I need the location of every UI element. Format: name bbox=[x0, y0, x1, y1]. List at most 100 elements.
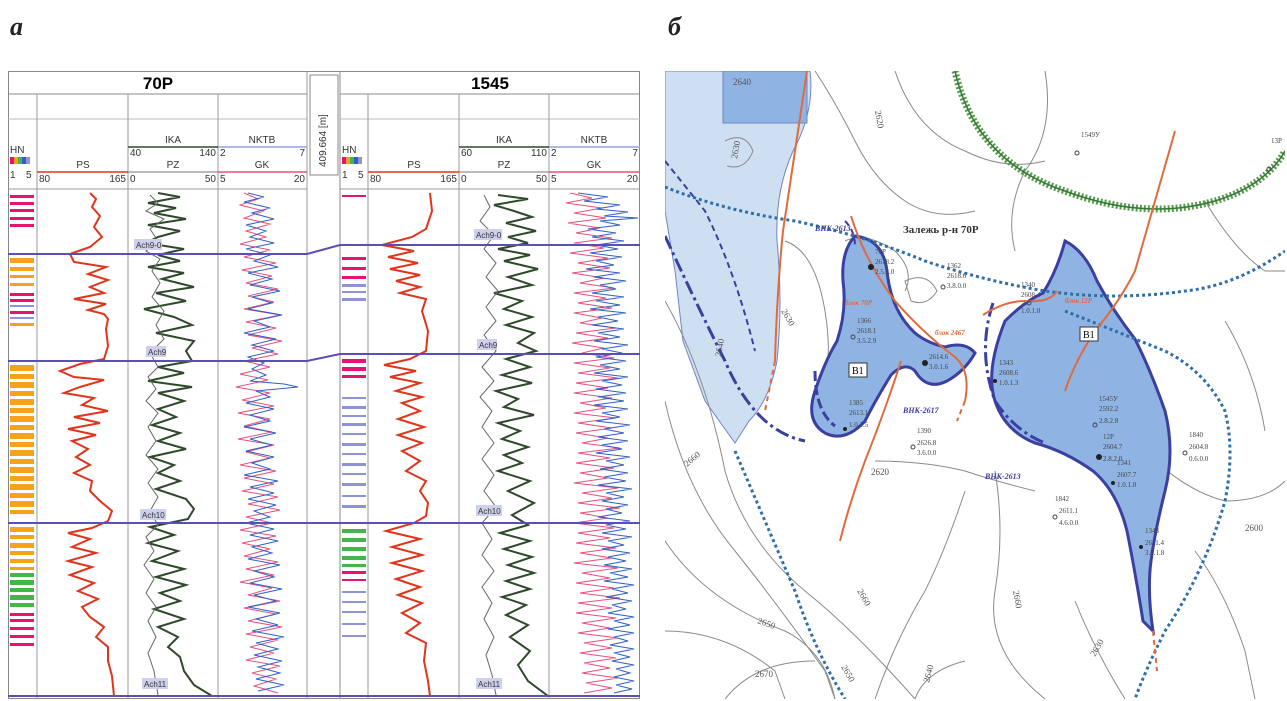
gk-curve-2 bbox=[565, 192, 621, 694]
svg-text:2660: 2660 bbox=[1011, 590, 1024, 610]
ika-curve-2 bbox=[492, 194, 549, 697]
svg-text:1343: 1343 bbox=[999, 359, 1014, 367]
map-well: 2614.6 3.0.1.6 bbox=[922, 353, 949, 371]
svg-text:2611.4: 2611.4 bbox=[1145, 539, 1164, 547]
block-labels: блок 70Р блок 2467 блок 12Р bbox=[845, 297, 1093, 337]
hn-label: HN bbox=[10, 145, 24, 156]
deposit-west bbox=[810, 234, 977, 438]
hn-color-scale-2 bbox=[342, 157, 362, 164]
svg-text:12P: 12P bbox=[1103, 433, 1114, 441]
map-well: 12P 2604.7 2.8.2.0 bbox=[1096, 433, 1123, 463]
svg-text:2592.2: 2592.2 bbox=[1099, 405, 1119, 413]
svg-text:2613.1: 2613.1 bbox=[849, 409, 869, 417]
contact-labels: ВНК-2613 ВНК-2617 ВНК-2613 bbox=[814, 224, 1021, 481]
map-wells: 70P 2618.2 2.5.3.0 1362 2618.6 3.8.0.0 1366 2… bbox=[843, 131, 1282, 557]
deposit-east bbox=[990, 238, 1172, 636]
svg-text:2604.7: 2604.7 bbox=[1103, 443, 1123, 451]
gk-max-2: 20 bbox=[627, 174, 639, 185]
well-name-1545: 1545 bbox=[471, 74, 509, 93]
svg-text:3.8.0.0: 3.8.0.0 bbox=[947, 282, 967, 290]
hn-scale-max-2: 5 bbox=[358, 170, 364, 181]
map-well: 70P 2618.2 2.5.3.0 bbox=[868, 248, 895, 276]
ps-min-2: 80 bbox=[370, 174, 382, 185]
svg-text:1340: 1340 bbox=[1021, 281, 1036, 289]
gk-label: GK bbox=[255, 160, 270, 171]
hn-scale-min-2: 1 bbox=[342, 170, 348, 181]
map-well: 1341 2607.7 1.0.1.0 bbox=[1111, 459, 1137, 489]
svg-text:2604.8: 2604.8 bbox=[1189, 443, 1209, 451]
hn-label-2: HN bbox=[342, 145, 356, 156]
pz-min: 0 bbox=[130, 174, 136, 185]
marker-ach10: Ach10 bbox=[142, 511, 165, 520]
well-log-correlation-panel: 70P HN 1 5 PS 80 165 IKA 40 140 PZ 0 50 bbox=[8, 71, 640, 699]
marker-ach9-2: Ach9 bbox=[479, 341, 498, 350]
svg-text:3.6.0.0: 3.6.0.0 bbox=[917, 449, 937, 457]
svg-text:1545У: 1545У bbox=[1099, 395, 1118, 403]
ika-label-2: IKA bbox=[496, 135, 512, 146]
ps-curve bbox=[57, 192, 115, 697]
svg-text:2614.6: 2614.6 bbox=[929, 353, 949, 361]
svg-text:2618.2: 2618.2 bbox=[875, 258, 895, 266]
svg-text:1.0.1.5: 1.0.1.5 bbox=[849, 421, 869, 429]
marker-ach10-2: Ach10 bbox=[478, 507, 501, 516]
zone-labels: В1 В1 bbox=[848, 326, 1099, 378]
gk-label-2: GK bbox=[587, 160, 602, 171]
hn-color-scale bbox=[10, 157, 30, 164]
pz-label-2: PZ bbox=[498, 160, 511, 171]
svg-text:ВНК-2613: ВНК-2613 bbox=[984, 472, 1021, 481]
svg-text:1549У: 1549У bbox=[1081, 131, 1100, 139]
svg-text:3.0.1.6: 3.0.1.6 bbox=[929, 363, 949, 371]
svg-text:2670: 2670 bbox=[755, 669, 774, 679]
nktb-label-2: NKTB bbox=[581, 135, 608, 146]
hn-scale-min: 1 bbox=[10, 170, 16, 181]
svg-text:2608.4: 2608.4 bbox=[1021, 291, 1041, 299]
svg-text:1840: 1840 bbox=[1189, 431, 1204, 439]
map-well: 1343 2611.4 3.6.1.8 bbox=[1139, 527, 1165, 557]
svg-text:3.5.2.9: 3.5.2.9 bbox=[857, 337, 877, 345]
map-well-outside: 13P bbox=[1266, 137, 1282, 172]
contour-labels: 2640 2620 2630 2640 2650 2660 2670 2660 … bbox=[682, 77, 1264, 684]
marker-ach9-0-2: Ach9-0 bbox=[476, 231, 502, 240]
svg-text:2640: 2640 bbox=[733, 77, 752, 87]
ps-label-2: PS bbox=[407, 160, 421, 171]
svg-text:2607.7: 2607.7 bbox=[1117, 471, 1137, 479]
nktb-label: NKTB bbox=[249, 135, 276, 146]
pz-label: PZ bbox=[167, 160, 180, 171]
ps-max-2: 165 bbox=[440, 174, 457, 185]
svg-text:2.8.2.0: 2.8.2.0 bbox=[1103, 455, 1123, 463]
ps-min: 80 bbox=[39, 174, 51, 185]
svg-text:1.0.1.3: 1.0.1.3 bbox=[999, 379, 1019, 387]
nktb-min-2: 2 bbox=[551, 148, 557, 159]
svg-text:70P: 70P bbox=[875, 248, 886, 256]
map-well: 1385 2613.1 1.0.1.5 bbox=[843, 399, 869, 431]
map-well: 1362 2618.6 3.8.0.0 bbox=[940, 262, 967, 290]
svg-text:1343: 1343 bbox=[1145, 527, 1160, 535]
map-well: 1840 2604.8 0.6.0.0 bbox=[1182, 431, 1209, 463]
svg-text:блок 2467: блок 2467 bbox=[935, 329, 965, 337]
svg-text:2600: 2600 bbox=[1245, 523, 1264, 533]
ika-max-2: 110 bbox=[531, 148, 547, 159]
map-well: 1390 2626.8 3.6.0.0 bbox=[910, 427, 937, 457]
gk-min: 5 bbox=[220, 174, 226, 185]
svg-text:1385: 1385 bbox=[849, 399, 864, 407]
panel-b-label: б bbox=[668, 12, 681, 41]
structural-map-panel: 2640 2620 2630 2640 2650 2660 2670 2660 … bbox=[665, 71, 1285, 699]
svg-text:2618.1: 2618.1 bbox=[857, 327, 877, 335]
pz-min-2: 0 bbox=[461, 174, 467, 185]
svg-text:2640: 2640 bbox=[921, 663, 935, 683]
svg-text:1390: 1390 bbox=[917, 427, 932, 435]
map-well: 1343 2608.6 1.0.1.3 bbox=[993, 359, 1019, 387]
ika-min-2: 60 bbox=[461, 148, 473, 159]
logs-frame bbox=[8, 71, 640, 699]
nktb-max: 7 bbox=[299, 148, 305, 159]
gk-max: 20 bbox=[294, 174, 306, 185]
svg-text:блок 12Р: блок 12Р bbox=[1065, 297, 1093, 305]
svg-text:2640: 2640 bbox=[713, 337, 726, 357]
svg-text:2630: 2630 bbox=[729, 139, 742, 159]
svg-text:4.6.0.0: 4.6.0.0 bbox=[1059, 519, 1079, 527]
svg-text:2608.6: 2608.6 bbox=[999, 369, 1019, 377]
license-boundary-dotted bbox=[665, 185, 1285, 699]
marker-labels: Ach9-0 Ach9 Ach10 Ach11 Ach9-0 Ach9 Ach1… bbox=[134, 229, 502, 689]
map-well: 1366 2618.1 3.5.2.9 bbox=[850, 317, 877, 345]
svg-text:2620: 2620 bbox=[873, 110, 886, 130]
